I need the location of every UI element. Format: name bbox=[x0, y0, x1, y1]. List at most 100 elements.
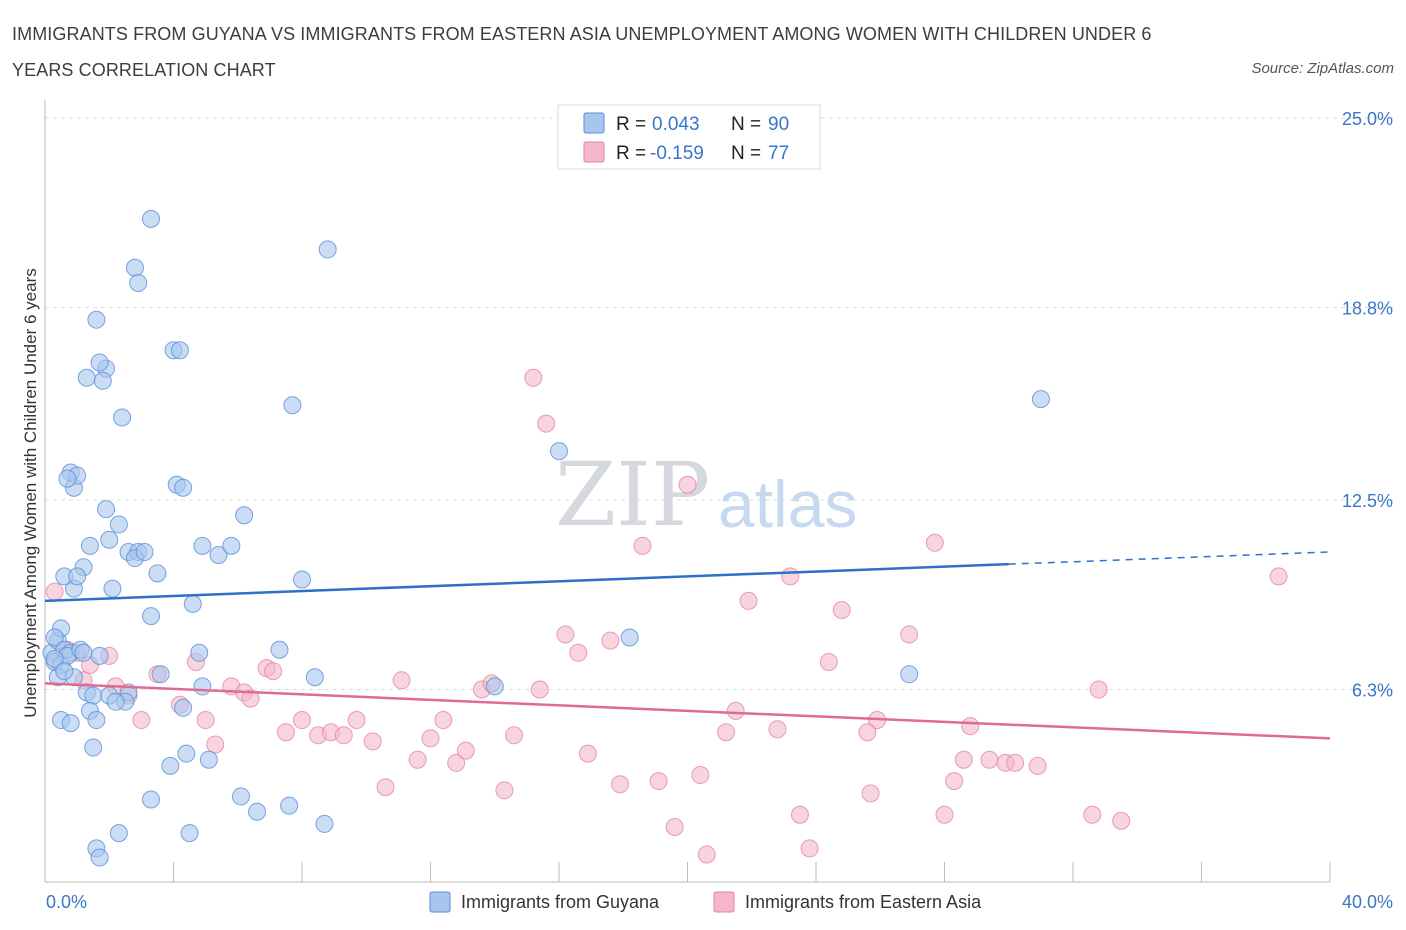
point-guyana bbox=[90, 848, 109, 867]
watermark-atlas: atlas bbox=[718, 467, 857, 541]
point-eastern-asia bbox=[264, 662, 283, 681]
point-eastern-asia bbox=[935, 805, 954, 824]
point-guyana bbox=[161, 756, 180, 775]
point-guyana bbox=[177, 744, 196, 763]
point-eastern-asia bbox=[1028, 756, 1047, 775]
x-tick-max: 40.0% bbox=[1342, 892, 1393, 912]
bottom-legend-label-guyana: Immigrants from Guyana bbox=[461, 892, 660, 912]
point-guyana bbox=[142, 209, 161, 228]
point-eastern-asia bbox=[790, 805, 809, 824]
point-eastern-asia bbox=[961, 717, 980, 736]
watermark-zip: ZIP bbox=[555, 443, 710, 546]
point-guyana bbox=[620, 628, 639, 647]
point-eastern-asia bbox=[768, 720, 787, 739]
point-eastern-asia bbox=[800, 839, 819, 858]
watermark: ZIP atlas bbox=[555, 443, 857, 546]
point-guyana bbox=[1031, 390, 1050, 409]
point-eastern-asia bbox=[196, 711, 215, 730]
point-guyana bbox=[142, 607, 161, 626]
point-guyana bbox=[113, 408, 132, 427]
point-eastern-asia bbox=[537, 414, 556, 433]
point-eastern-asia bbox=[832, 601, 851, 620]
y-tick-label: 12.5% bbox=[1342, 491, 1393, 511]
point-guyana bbox=[45, 628, 64, 647]
point-eastern-asia bbox=[691, 766, 710, 785]
point-eastern-asia bbox=[347, 711, 366, 730]
point-eastern-asia bbox=[633, 536, 652, 555]
point-guyana bbox=[106, 692, 125, 711]
point-guyana bbox=[900, 665, 919, 684]
point-guyana bbox=[248, 802, 267, 821]
point-guyana bbox=[87, 711, 106, 730]
point-eastern-asia bbox=[739, 591, 758, 610]
point-guyana bbox=[109, 515, 128, 534]
legend-n-value-1: 90 bbox=[768, 114, 789, 135]
point-eastern-asia bbox=[954, 750, 973, 769]
legend-n-label-2: N = bbox=[731, 143, 761, 164]
x-tick-min: 0.0% bbox=[46, 892, 87, 912]
point-guyana bbox=[318, 240, 337, 259]
point-eastern-asia bbox=[819, 652, 838, 671]
point-eastern-asia bbox=[505, 726, 524, 745]
point-eastern-asia bbox=[556, 625, 575, 644]
point-guyana bbox=[68, 567, 87, 586]
point-eastern-asia bbox=[601, 631, 620, 650]
point-eastern-asia bbox=[392, 671, 411, 690]
bottom-legend: Immigrants from Guyana Immigrants from E… bbox=[429, 891, 982, 913]
point-guyana bbox=[485, 677, 504, 696]
point-guyana bbox=[77, 368, 96, 387]
y-tick-label: 25.0% bbox=[1342, 109, 1393, 129]
point-eastern-asia bbox=[45, 582, 64, 601]
point-eastern-asia bbox=[717, 723, 736, 742]
legend-n-value-2: 77 bbox=[768, 143, 789, 164]
y-axis-label: Unemployment Among Women with Children U… bbox=[21, 268, 40, 717]
point-guyana bbox=[55, 662, 74, 681]
point-eastern-asia bbox=[665, 817, 684, 836]
point-guyana bbox=[183, 594, 202, 613]
point-eastern-asia bbox=[649, 772, 668, 791]
legend-r-value-2: -0.159 bbox=[650, 143, 704, 164]
point-guyana bbox=[174, 478, 193, 497]
point-eastern-asia bbox=[206, 735, 225, 754]
point-eastern-asia bbox=[241, 689, 260, 708]
point-guyana bbox=[97, 500, 116, 519]
point-eastern-asia bbox=[1006, 753, 1025, 772]
point-guyana bbox=[235, 506, 254, 525]
point-guyana bbox=[90, 353, 109, 372]
trend-line-eastern-asia bbox=[44, 682, 1331, 740]
point-eastern-asia bbox=[421, 729, 440, 748]
axes bbox=[44, 100, 1331, 883]
point-eastern-asia bbox=[1269, 567, 1288, 586]
point-guyana bbox=[74, 643, 93, 662]
point-eastern-asia bbox=[495, 781, 514, 800]
legend-n-label-1: N = bbox=[731, 114, 761, 135]
point-guyana bbox=[103, 579, 122, 598]
point-eastern-asia bbox=[900, 625, 919, 644]
point-guyana bbox=[109, 824, 128, 843]
legend-box: R = 0.043 N = 90 R = -0.159 N = 77 bbox=[557, 104, 821, 170]
point-guyana bbox=[58, 469, 77, 488]
point-eastern-asia bbox=[408, 750, 427, 769]
bottom-legend-label-eastern-asia: Immigrants from Eastern Asia bbox=[745, 892, 982, 912]
point-guyana bbox=[90, 646, 109, 665]
point-eastern-asia bbox=[980, 750, 999, 769]
point-guyana bbox=[129, 274, 148, 293]
point-guyana bbox=[305, 668, 324, 687]
point-eastern-asia bbox=[530, 680, 549, 699]
legend-r-label-2: R = bbox=[616, 143, 646, 164]
point-eastern-asia bbox=[276, 723, 295, 742]
y-tick-label: 6.3% bbox=[1352, 680, 1393, 700]
point-guyana bbox=[61, 714, 80, 733]
point-eastern-asia bbox=[1112, 811, 1131, 830]
source-note: Source: ZipAtlas.com bbox=[1251, 60, 1394, 77]
point-eastern-asia bbox=[363, 732, 382, 751]
legend-r-value-1: 0.043 bbox=[652, 114, 700, 135]
point-guyana bbox=[193, 677, 212, 696]
point-guyana bbox=[315, 814, 334, 833]
point-guyana bbox=[222, 536, 241, 555]
point-guyana bbox=[125, 258, 144, 277]
point-eastern-asia bbox=[678, 475, 697, 494]
point-guyana bbox=[142, 790, 161, 809]
trend-line-guyana bbox=[44, 562, 1009, 603]
